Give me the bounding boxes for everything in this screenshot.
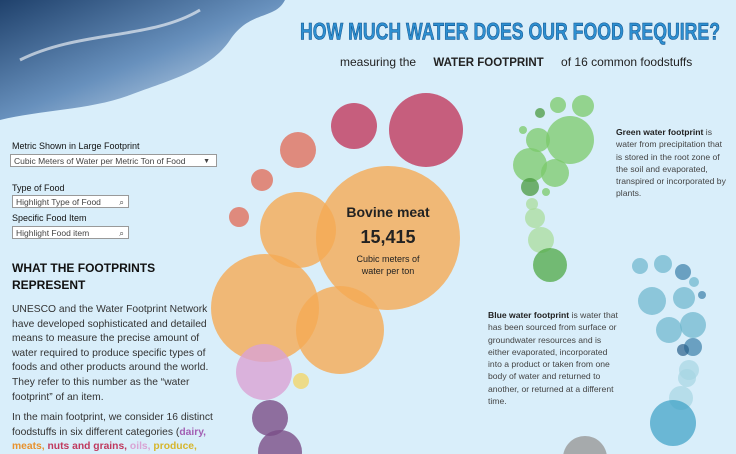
search-icon: ⌕ [119, 197, 124, 207]
subtitle: measuring the WATER FOOTPRINT of 16 comm… [340, 55, 692, 69]
search-icon: ⌕ [119, 228, 124, 238]
sidebar-heading: WHAT THE FOOTPRINTS REPRESENT [12, 261, 156, 292]
category: dairy, [179, 426, 207, 438]
splash-highlight [19, 8, 201, 62]
type-search[interactable]: Highlight Type of Food ⌕ [12, 195, 129, 208]
legend-title: Green water footprint [616, 127, 704, 137]
category: meats, [12, 441, 45, 453]
legend-text: is water from precipitation that is stor… [616, 127, 726, 199]
metric-dropdown[interactable]: Cubic Meters of Water per Metric Ton of … [10, 154, 217, 167]
category: nuts and grains, [47, 441, 128, 453]
food-unit: Cubic meters of water per ton [356, 254, 420, 276]
food-value: 15,415 [360, 227, 416, 247]
blue-footprint [632, 255, 706, 446]
legend-title: Blue water footprint [488, 310, 570, 320]
blue-legend: Blue water footprint is water that has b… [488, 309, 620, 407]
paragraph-text: In the main footprint, we consider 16 di… [12, 412, 213, 438]
filter-label: Specific Food Item [12, 213, 87, 223]
dropdown-arrow: ▼ [203, 158, 210, 165]
legend-text: is water that has been sourced from surf… [488, 310, 618, 407]
item-search[interactable]: Highlight Food item ⌕ [12, 226, 129, 239]
green-footprint [513, 95, 594, 282]
search-placeholder: Highlight Food item [16, 228, 90, 238]
subtitle-text: measuring the [340, 55, 417, 69]
category: produce, [153, 441, 197, 453]
highlight-label: Bovine meat 15,415 Cubic meters of water… [328, 204, 448, 277]
search-placeholder: Highlight Type of Food [16, 197, 101, 207]
title: HOW MUCH WATER DOES OUR FOOD REQUIRE? [300, 18, 720, 45]
dropdown-value: Cubic Meters of Water per Metric Ton of … [14, 156, 186, 166]
food-name: Bovine meat [346, 204, 430, 220]
filter-label: Type of Food [12, 183, 65, 193]
main-footprint [211, 93, 607, 454]
category: oils, [129, 441, 151, 453]
subtitle-text: of 16 common foodstuffs [561, 55, 693, 69]
subtitle-emphasis: WATER FOOTPRINT [433, 57, 544, 69]
filter-label: Metric Shown in Large Footprint [12, 141, 140, 151]
water-splash [0, 0, 285, 120]
green-legend: Green water footprint is water from prec… [616, 126, 728, 200]
sidebar-paragraph: In the main footprint, we consider 16 di… [12, 411, 222, 454]
sidebar-paragraph: UNESCO and the Water Footprint Network h… [12, 304, 209, 403]
